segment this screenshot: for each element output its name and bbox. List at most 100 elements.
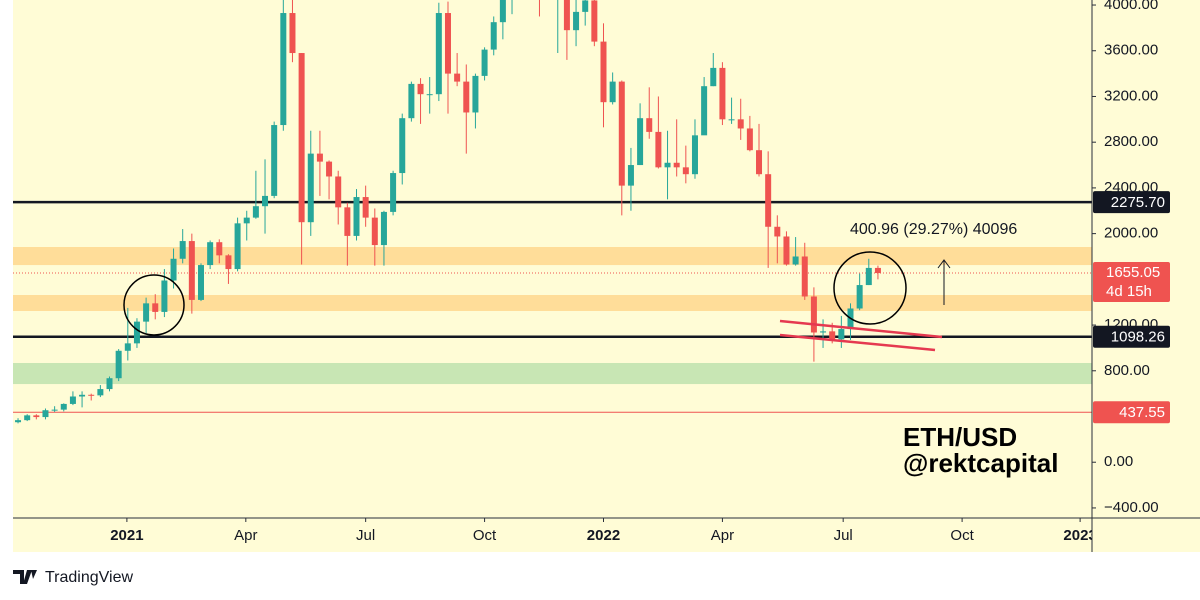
candle-body [79,394,86,397]
candle-body [298,53,305,223]
candle-body [774,226,781,237]
highlight-circle [123,274,185,336]
candle-body [719,67,726,120]
candle-body [371,217,378,246]
x-tick-label: Jul [834,527,853,544]
candle-body [115,350,122,379]
candle-body [97,389,104,396]
level-label-box [1093,401,1170,424]
candle-body [289,13,296,54]
candle-body [582,0,589,12]
candle-body [746,128,753,151]
candle-body [344,207,351,236]
chart-background [13,0,1200,552]
candle-body [756,150,763,175]
candle-body [490,22,497,50]
candle-body [435,13,442,95]
candle-body [353,197,360,236]
candle-body [682,167,689,175]
highlight-circle [833,251,907,325]
x-tick-label: Apr [711,527,734,544]
x-tick-label: Apr [234,527,257,544]
candle-body [426,94,433,96]
measure-label: 400.96 (29.27%) 40096 [850,221,1017,238]
candle-body [499,0,506,23]
candle-body [600,41,607,103]
candle-body [88,394,95,396]
candle-body [197,265,204,300]
drawings: 400.96 (29.27%) 40096 ETH/USD @rektcapit… [123,221,1058,478]
plot-area [13,0,1092,424]
candle-body [829,331,836,340]
x-tick-label: Oct [473,527,497,544]
candle-body [591,0,598,42]
y-tick-label: −400.00 [1104,499,1159,516]
y-tick-label: 0.00 [1104,453,1133,470]
candle-body [170,258,177,281]
symbol-label: ETH/USD [903,422,1017,452]
candle-body [33,415,40,418]
candle-body [143,303,150,322]
measure-arrow-head [937,259,951,269]
candle-body [307,153,314,223]
candle-body [454,73,461,82]
candle-body [701,86,708,136]
candle-body [673,162,680,168]
last-price-label: 1655.05 [1106,264,1160,281]
candle-body [792,256,799,265]
time-axis: 2021 Apr Jul Oct 2022 Apr Jul Oct 2023 [110,518,1092,544]
candle-body [463,81,470,113]
candle-body [60,403,67,410]
candle-body [15,420,22,423]
candle-body [161,280,168,312]
candle-body [24,415,31,421]
candle-body [399,118,406,174]
x-tick-label: 2022 [587,527,620,544]
candle-body [262,195,269,207]
candle-body [655,131,662,168]
candle-body [874,267,881,274]
zone [13,295,1092,312]
candle-body [646,118,653,132]
x-tick-label: Oct [950,527,974,544]
candle-body [243,217,250,224]
candle-body [563,0,570,31]
candle-body [225,255,232,270]
trend-line [779,333,936,352]
brand-name: TradingView [45,569,133,586]
candle-body [472,75,479,113]
x-tick-label: 2021 [110,527,143,544]
candle-body [618,81,625,186]
candle-body [188,241,195,300]
brand: TradingView [13,569,133,586]
candle-body [380,211,387,246]
candle-body [573,11,580,31]
candle-body [609,81,616,103]
trend-line [779,319,943,339]
candle-body [637,118,644,166]
y-tick-label: 3200.00 [1104,87,1158,104]
candle-body [133,321,140,344]
x-tick-label: Jul [356,527,375,544]
candle-body [856,285,863,309]
candle-body [271,125,278,196]
price-labels: 2275.70 1098.26 437.55 1655.05 4d 15h [1093,191,1170,424]
countdown-label: 4d 15h [1106,283,1152,300]
zone [13,246,1092,266]
candle-body [417,83,424,95]
candle-body [691,135,698,175]
level-label-box [1093,325,1170,348]
candle-body [783,236,790,265]
y-tick-label: 800.00 [1104,362,1150,379]
candle-body [362,197,369,218]
candle-body [737,119,744,129]
candle-body [234,223,241,270]
candle-body [326,161,333,177]
candle-body [207,242,214,266]
y-tick-label: 3600.00 [1104,42,1158,59]
candle-body [710,67,717,87]
y-tick-label: 2800.00 [1104,133,1158,150]
candle-body [408,83,415,119]
candle-body [152,303,159,312]
